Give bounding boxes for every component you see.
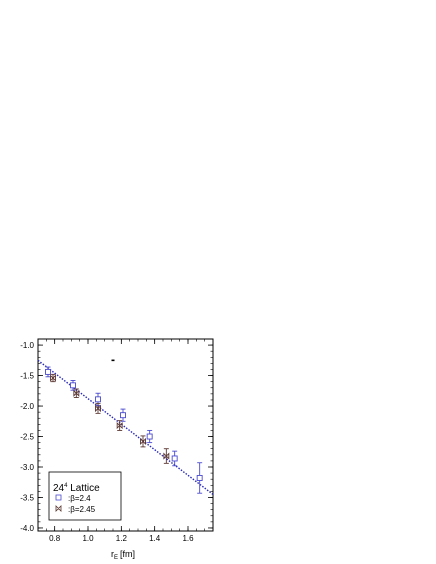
x-axis-label: rE [fm] [111,549,135,561]
axis-ticks [37,339,214,531]
x-tick-label: 1.2 [116,534,128,543]
square-marker [45,368,51,375]
y-tick-label: -2.5 [20,433,34,442]
stray-mark [111,359,115,362]
stray-mark-layer [111,359,115,362]
legend: 244 Lattice :β=2.4 :β=2.45 [48,471,122,521]
legend-bowtie-marker [55,505,62,512]
y-tick-label: -2.0 [20,402,34,411]
square-marker [70,382,76,389]
y-tick-label: -3.5 [20,493,34,502]
bowtie-marker [116,421,123,430]
legend-title-base: 24 [53,483,65,494]
x-tick-label: 0.8 [49,534,61,543]
square-marker [95,396,101,403]
y-tick-label: -4.0 [20,524,34,533]
legend-entry-0-label: :β=2.4 [68,494,91,503]
bowtie-marker [140,437,146,445]
square-marker [120,412,126,419]
data-points-layer [45,366,203,494]
bowtie-marker [73,389,80,397]
legend-entry-1-label: :β=2.45 [68,505,96,514]
y-tick-label: -1.5 [20,372,34,381]
legend-square-marker [55,494,62,501]
y-tick-label: -1.0 [20,341,34,350]
bowtie-marker [50,374,56,382]
plot-frame [37,338,214,532]
square-marker [196,475,203,481]
y-tick-label: -3.0 [20,463,34,472]
x-axis-label-main: r [111,549,114,559]
x-tick-label: 1.0 [82,534,94,543]
legend-title-sup: 4 [64,483,68,489]
legend-title-rest: Lattice [67,483,100,494]
square-marker [171,455,178,462]
fit-line [37,359,214,495]
tick-labels: 0.8 1.0 1.2 1.4 1.6 -1.0 -1.5 -2.0 -2.5 -3.0 -3.5 -… [20,341,194,543]
fit-line-layer [37,359,214,495]
legend-title: 244 Lattice [53,483,100,494]
bowtie-marker [95,404,101,413]
x-tick-label: 1.6 [182,534,194,543]
square-marker [146,433,153,440]
bowtie-marker [163,452,170,460]
x-axis-label-sub: E [114,555,118,561]
x-axis-label-unit: [fm] [120,549,135,559]
x-tick-label: 1.4 [149,534,161,543]
